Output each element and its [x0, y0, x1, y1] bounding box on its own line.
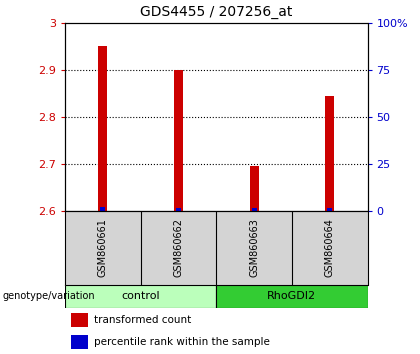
Title: GDS4455 / 207256_at: GDS4455 / 207256_at — [140, 5, 292, 19]
Bar — [71, 313, 88, 326]
Text: RhoGDI2: RhoGDI2 — [268, 291, 316, 302]
Text: percentile rank within the sample: percentile rank within the sample — [94, 337, 270, 347]
Text: genotype/variation: genotype/variation — [2, 291, 95, 302]
Text: control: control — [121, 291, 160, 302]
Bar — [98, 46, 108, 211]
Text: GSM860663: GSM860663 — [249, 218, 259, 277]
Text: GSM860662: GSM860662 — [173, 218, 184, 277]
Text: GSM860664: GSM860664 — [325, 218, 335, 277]
Bar — [174, 70, 183, 211]
Bar — [71, 336, 88, 349]
Bar — [216, 285, 368, 308]
Bar — [252, 208, 257, 211]
Bar — [65, 285, 216, 308]
Text: GSM860661: GSM860661 — [98, 218, 108, 277]
Bar — [176, 208, 181, 211]
Bar — [325, 96, 334, 211]
Bar — [249, 166, 259, 211]
Text: transformed count: transformed count — [94, 315, 191, 325]
Bar — [327, 208, 332, 211]
Bar — [100, 207, 105, 211]
